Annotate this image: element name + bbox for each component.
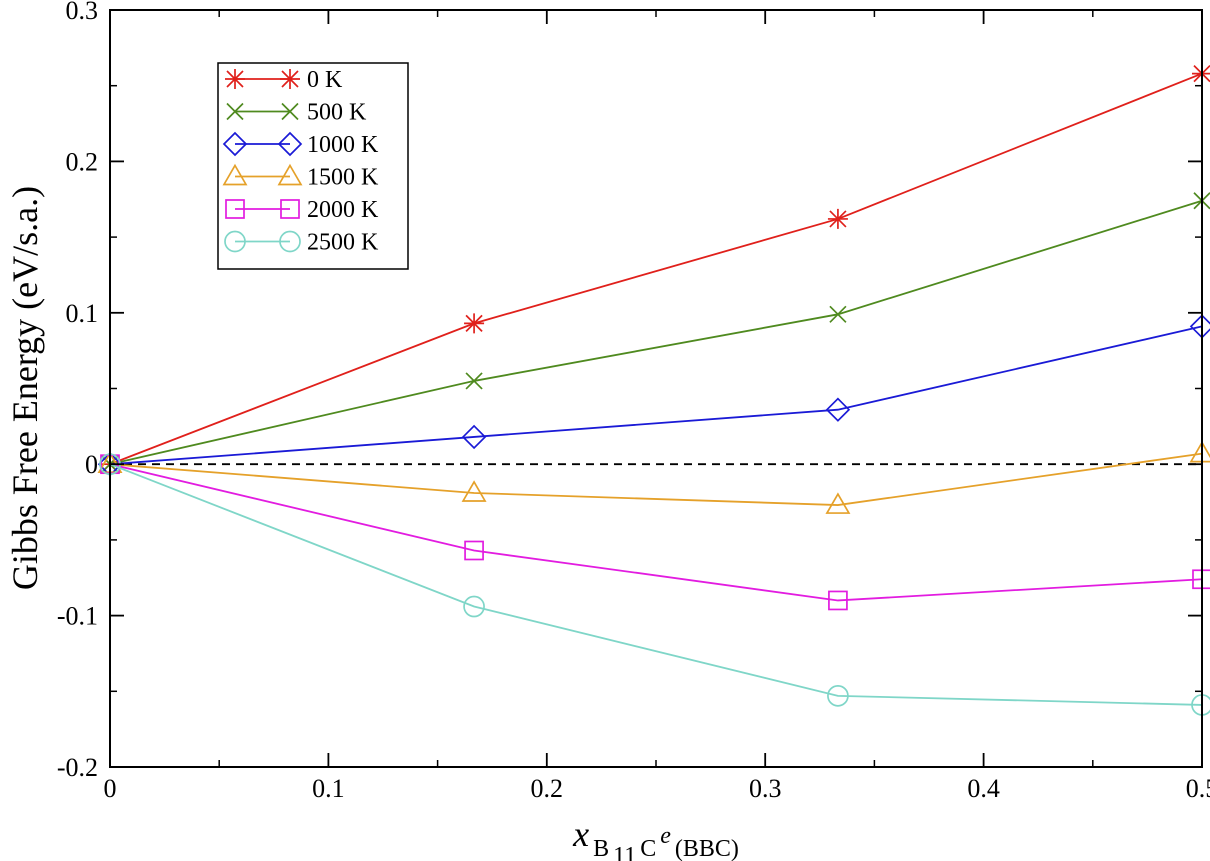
x-axis-label-sub-11: 11 xyxy=(613,843,636,861)
legend-marker-left xyxy=(224,230,246,253)
legend-item: 2000 K xyxy=(225,197,379,223)
y-tick-label: -0.2 xyxy=(57,753,98,782)
data-point xyxy=(464,540,484,561)
legend-marker-right xyxy=(281,102,299,121)
legend-label: 1500 K xyxy=(307,165,379,191)
series-2500-k xyxy=(99,453,1210,716)
legend-label: 2000 K xyxy=(307,197,379,223)
legend-marker-left xyxy=(222,163,248,186)
x-axis-label-sup-e: e xyxy=(660,823,671,849)
x-axis-label-sub-c: C xyxy=(640,836,656,861)
data-point xyxy=(827,208,848,229)
legend-label: 500 K xyxy=(307,100,367,126)
data-point xyxy=(461,480,487,502)
x-tick-label: 0.1 xyxy=(312,774,345,803)
series-1000-k xyxy=(97,314,1210,477)
x-tick-label: 0.5 xyxy=(1186,774,1210,803)
data-point xyxy=(461,424,487,450)
data-point xyxy=(463,595,485,618)
data-point xyxy=(825,397,851,422)
data-point xyxy=(827,684,849,707)
legend-marker-right xyxy=(279,230,301,253)
legend-marker-right xyxy=(280,69,300,89)
series-line xyxy=(109,463,1203,602)
data-point xyxy=(1189,440,1210,463)
data-point xyxy=(829,305,847,323)
x-axis-label-var: x xyxy=(572,814,589,854)
legend-marker-right xyxy=(277,163,303,186)
legend-label: 0 K xyxy=(307,67,343,93)
legend-item: 1500 K xyxy=(222,163,379,191)
series-line xyxy=(109,325,1203,466)
series-line xyxy=(109,463,1203,706)
y-tick-label: 0.2 xyxy=(66,147,99,176)
legend-item: 1000 K xyxy=(222,131,379,158)
y-tick-label: 0.1 xyxy=(66,299,99,328)
data-point xyxy=(465,372,483,390)
legend-label: 1000 K xyxy=(307,132,379,158)
legend-marker-left xyxy=(226,102,244,121)
data-point xyxy=(825,492,851,514)
legend-label: 2500 K xyxy=(307,230,379,256)
legend-marker-right xyxy=(280,199,300,219)
data-point xyxy=(828,590,848,611)
x-tick-label: 0.4 xyxy=(967,774,1000,803)
legend-item: 500 K xyxy=(226,100,367,126)
series-line xyxy=(109,72,1203,466)
data-point xyxy=(464,313,485,334)
x-axis-label: x B 11 C e (BBC) xyxy=(572,814,739,861)
tick-layer: 0 0.1 0.2 0.3 0.4 0.5 -0.2 -0.1 0 0.1 0.2 0.3 xyxy=(57,0,1210,803)
x-axis-label-sub-bbc: (BBC) xyxy=(675,836,739,861)
legend-marker-left xyxy=(225,69,245,89)
x-tick-label: 0.2 xyxy=(531,774,564,803)
legend-marker-right xyxy=(277,131,303,157)
x-axis-label-sub-b: B xyxy=(593,836,609,861)
series-line xyxy=(109,199,1203,466)
series-line xyxy=(109,452,1203,506)
legend-marker-left xyxy=(225,199,245,219)
y-axis-label: Gibbs Free Energy (eV/s.a.) xyxy=(5,186,45,590)
legend-marker-left xyxy=(222,131,248,157)
y-tick-label: 0 xyxy=(85,450,98,479)
y-tick-label: -0.1 xyxy=(57,602,98,631)
y-tick-label: 0.3 xyxy=(66,0,99,25)
legend-box xyxy=(217,62,409,270)
legend-item: 0 K xyxy=(225,67,343,93)
x-tick-label: 0 xyxy=(104,774,117,803)
legend-item: 2500 K xyxy=(224,230,379,256)
x-tick-label: 0.3 xyxy=(749,774,782,803)
series-2000-k xyxy=(100,454,1210,611)
legend: 0 K 500 K 1000 K 1500 K 2000 K 2500 K xyxy=(217,62,409,270)
